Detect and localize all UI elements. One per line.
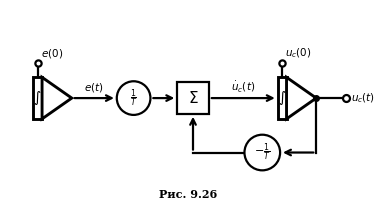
Circle shape: [244, 135, 280, 170]
Bar: [177, 82, 209, 114]
Text: $e(t)$: $e(t)$: [84, 81, 104, 94]
Text: $\frac{1}{T}$: $\frac{1}{T}$: [130, 87, 137, 109]
Text: $u_c(0)$: $u_c(0)$: [285, 47, 312, 60]
Text: $\int$: $\int$: [33, 89, 42, 107]
Circle shape: [117, 81, 150, 115]
Polygon shape: [42, 77, 72, 119]
Polygon shape: [287, 77, 316, 119]
Text: $u_c(t)$: $u_c(t)$: [352, 91, 375, 105]
Text: $\dot{u}_c(t)$: $\dot{u}_c(t)$: [231, 79, 255, 94]
Text: Рис. 9.26: Рис. 9.26: [159, 189, 217, 200]
Text: $e(0)$: $e(0)$: [41, 47, 63, 60]
Text: $-\frac{1}{T}$: $-\frac{1}{T}$: [254, 142, 271, 163]
Text: $\Sigma$: $\Sigma$: [188, 90, 198, 106]
Bar: [278, 77, 287, 119]
Text: $\int$: $\int$: [278, 89, 286, 107]
Bar: [33, 77, 42, 119]
